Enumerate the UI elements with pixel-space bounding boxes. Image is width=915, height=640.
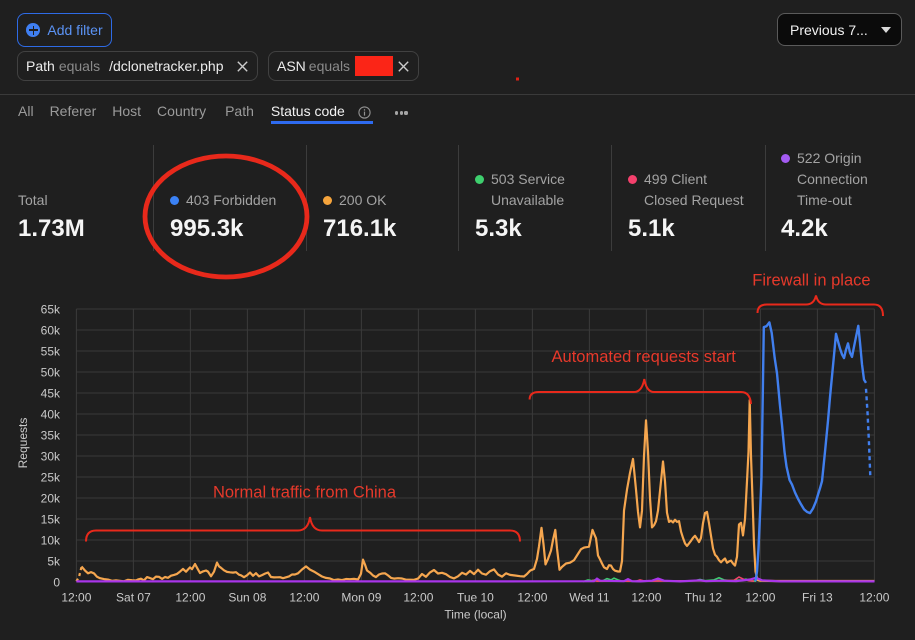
svg-text:Sun 08: Sun 08 (228, 591, 266, 605)
svg-text:Wed 11: Wed 11 (569, 591, 610, 605)
svg-text:Requests: Requests (16, 418, 30, 469)
svg-text:Time (local): Time (local) (444, 608, 506, 622)
svg-text:50k: 50k (41, 366, 61, 380)
svg-text:65k: 65k (41, 303, 61, 317)
svg-text:Fri 13: Fri 13 (802, 591, 833, 605)
svg-text:12:00: 12:00 (289, 591, 319, 605)
svg-text:40k: 40k (41, 408, 61, 422)
svg-text:12:00: 12:00 (175, 591, 205, 605)
svg-text:Thu 12: Thu 12 (685, 591, 723, 605)
svg-text:25k: 25k (41, 471, 61, 485)
svg-text:30k: 30k (41, 450, 61, 464)
svg-text:10k: 10k (41, 534, 61, 548)
svg-text:55k: 55k (41, 345, 61, 359)
svg-text:15k: 15k (41, 513, 61, 527)
svg-text:Mon 09: Mon 09 (341, 591, 381, 605)
svg-text:Tue 10: Tue 10 (457, 591, 494, 605)
svg-text:12:00: 12:00 (631, 591, 661, 605)
svg-text:12:00: 12:00 (517, 591, 547, 605)
svg-text:Firewall in place: Firewall in place (752, 272, 870, 290)
svg-text:45k: 45k (41, 387, 61, 401)
svg-text:12:00: 12:00 (403, 591, 433, 605)
svg-text:12:00: 12:00 (859, 591, 889, 605)
svg-text:0: 0 (53, 576, 60, 590)
svg-text:Normal traffic from China: Normal traffic from China (213, 484, 397, 502)
svg-text:5k: 5k (47, 555, 61, 569)
svg-text:60k: 60k (41, 324, 61, 338)
svg-text:Sat 07: Sat 07 (116, 591, 151, 605)
svg-text:Automated requests start: Automated requests start (552, 348, 737, 366)
svg-text:20k: 20k (41, 492, 61, 506)
svg-text:35k: 35k (41, 429, 61, 443)
svg-text:12:00: 12:00 (61, 591, 91, 605)
svg-text:12:00: 12:00 (745, 591, 775, 605)
